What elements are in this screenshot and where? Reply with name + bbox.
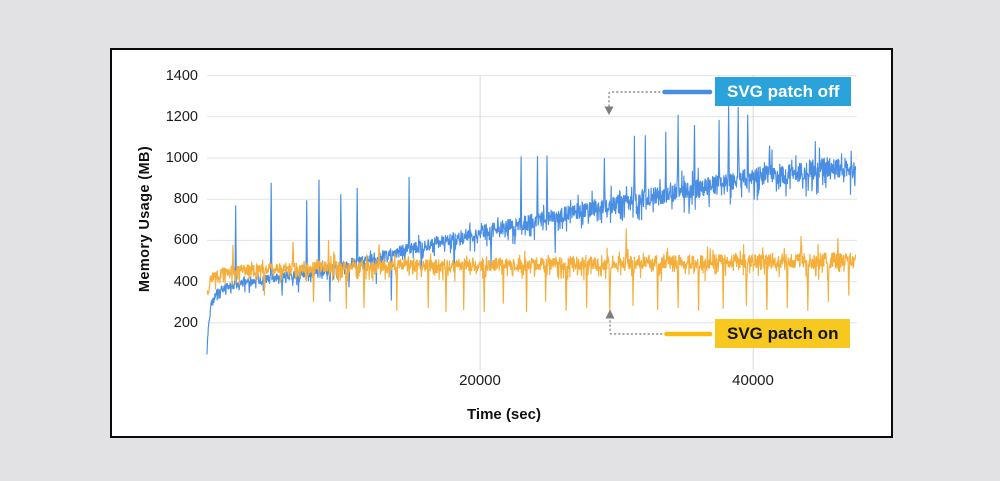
legend-annotations — [604, 89, 713, 337]
x-tick-label-40000: 40000 — [732, 372, 774, 389]
dashed-arrow-up-icon — [605, 309, 667, 335]
y-tick-label-1400: 1400 — [165, 68, 198, 84]
y-tick-label-400: 400 — [173, 274, 198, 290]
x-axis-title: Time (sec) — [467, 406, 541, 423]
legend-on-label: SVG patch on — [727, 323, 839, 343]
series-lines — [206, 106, 857, 355]
y-tick-label-600: 600 — [173, 232, 198, 248]
y-tick-label-200: 200 — [173, 315, 198, 331]
chart-canvas — [206, 75, 857, 370]
y-tick-label-1000: 1000 — [165, 150, 198, 166]
y-tick-label-800: 800 — [173, 191, 198, 207]
chart-card: Memory Usage (MB) 1400 1200 1000 800 600… — [110, 48, 893, 438]
y-tick-label-1200: 1200 — [165, 109, 198, 125]
series-line-svg-patch-on — [206, 228, 857, 313]
dashed-arrow-down-icon — [604, 91, 665, 115]
legend-svg-patch-on: SVG patch on — [715, 319, 851, 348]
gridlines — [207, 75, 857, 370]
x-tick-label-20000: 20000 — [459, 372, 501, 389]
legend-svg-patch-off: SVG patch off — [715, 77, 852, 106]
series-line-svg-patch-off — [206, 106, 857, 355]
legend-off-label: SVG patch off — [727, 81, 840, 101]
